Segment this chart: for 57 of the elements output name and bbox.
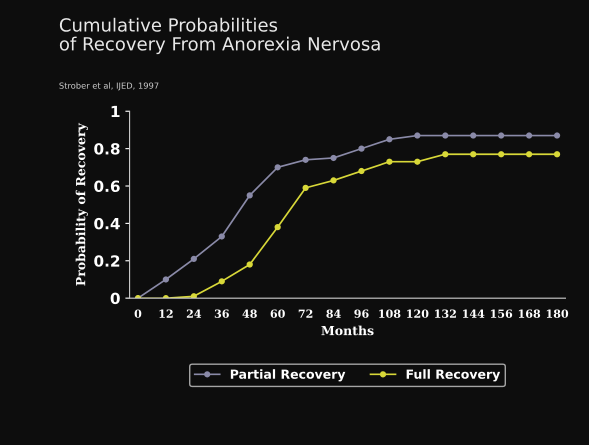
point <box>246 192 253 198</box>
x-tick-label: 132 <box>435 309 456 318</box>
point <box>386 136 393 142</box>
point <box>498 132 504 139</box>
x-tick-label: 108 <box>379 309 400 318</box>
legend-label: Full Recovery <box>406 369 500 382</box>
point <box>470 151 476 158</box>
x-axis-title: Months <box>321 326 374 336</box>
y-tick-label: 0 <box>110 292 120 304</box>
y-axis-title: Probability of Recovery <box>76 122 88 286</box>
x-tick-label: 84 <box>326 309 341 318</box>
x-tick-label: 0 <box>134 309 142 318</box>
point <box>386 158 393 165</box>
point <box>358 146 365 152</box>
point <box>274 224 281 230</box>
chart-title: Cumulative Probabilities of Recovery From Anorexia Nervosa <box>60 18 380 54</box>
x-tick-label: 96 <box>354 309 369 318</box>
point <box>442 132 448 139</box>
x-tick-label: 48 <box>242 309 257 318</box>
x-tick-label: 120 <box>407 309 428 318</box>
y-tick-label: 1 <box>112 106 120 118</box>
legend-label: Partial Recovery <box>230 369 346 382</box>
point <box>190 256 197 262</box>
point <box>302 184 309 192</box>
x-tick-label: 144 <box>463 309 484 318</box>
chart-subtitle: Strober et al, IJED, 1997 <box>59 82 158 90</box>
point <box>218 278 225 284</box>
point <box>498 151 504 158</box>
point <box>218 233 225 240</box>
point <box>330 177 337 184</box>
point <box>526 151 532 158</box>
point <box>246 261 253 268</box>
point <box>190 293 197 298</box>
point <box>162 276 170 283</box>
x-tick-label: 180 <box>546 309 568 318</box>
x-tick-label: 24 <box>186 309 202 318</box>
point <box>442 151 448 158</box>
x-tick-label: 36 <box>214 309 229 318</box>
x-tick-label: 12 <box>160 309 173 318</box>
x-tick-label: 72 <box>298 309 312 318</box>
x-tick-label: 156 <box>490 309 512 318</box>
point <box>414 158 420 165</box>
y-tick-label: 0.8 <box>94 143 120 155</box>
point <box>470 132 476 139</box>
point <box>358 168 365 174</box>
point <box>414 132 420 139</box>
point <box>302 156 309 163</box>
y-tick-label: 0.2 <box>94 255 120 267</box>
y-tick-label: 0.6 <box>94 180 120 192</box>
point <box>330 154 337 162</box>
x-tick-label: 168 <box>518 309 540 318</box>
point <box>554 132 560 139</box>
point <box>554 151 560 158</box>
point <box>274 164 281 170</box>
y-tick-label: 0.4 <box>94 218 120 230</box>
point <box>526 132 532 139</box>
x-tick-label: 60 <box>270 309 285 318</box>
